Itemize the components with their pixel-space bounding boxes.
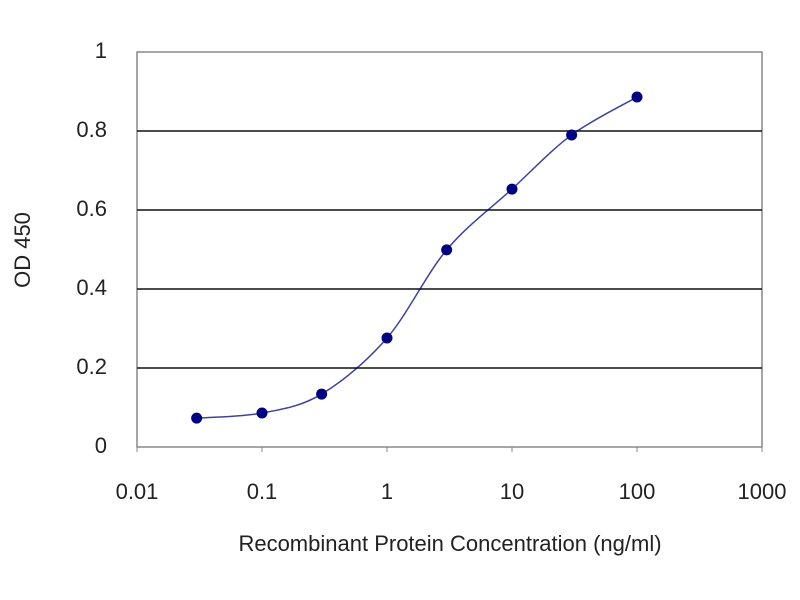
marker [191,412,203,424]
y-axis-label: OD 450 [10,212,35,288]
x-axis-label: Recombinant Protein Concentration (ng/ml… [238,531,661,556]
marker [316,388,328,400]
y-tick-label: 0.2 [76,354,107,379]
y-tick-label: 0 [95,433,107,458]
y-tick-label: 0.4 [76,275,107,300]
x-tick-label: 1 [381,479,393,504]
marker [506,183,518,195]
marker [441,244,453,256]
x-tick-label: 10 [500,479,524,504]
marker [631,91,643,103]
y-tick-label: 0.6 [76,196,107,221]
marker [381,332,393,344]
x-tick-label: 1000 [738,479,787,504]
x-tick-label: 100 [619,479,656,504]
marker [566,129,578,141]
x-tick-label: 0.1 [247,479,278,504]
marker [256,407,268,419]
x-tick-label: 0.01 [116,479,159,504]
line [196,96,638,419]
y-tick-label: 1 [95,38,107,63]
y-tick-label: 0.8 [76,117,107,142]
